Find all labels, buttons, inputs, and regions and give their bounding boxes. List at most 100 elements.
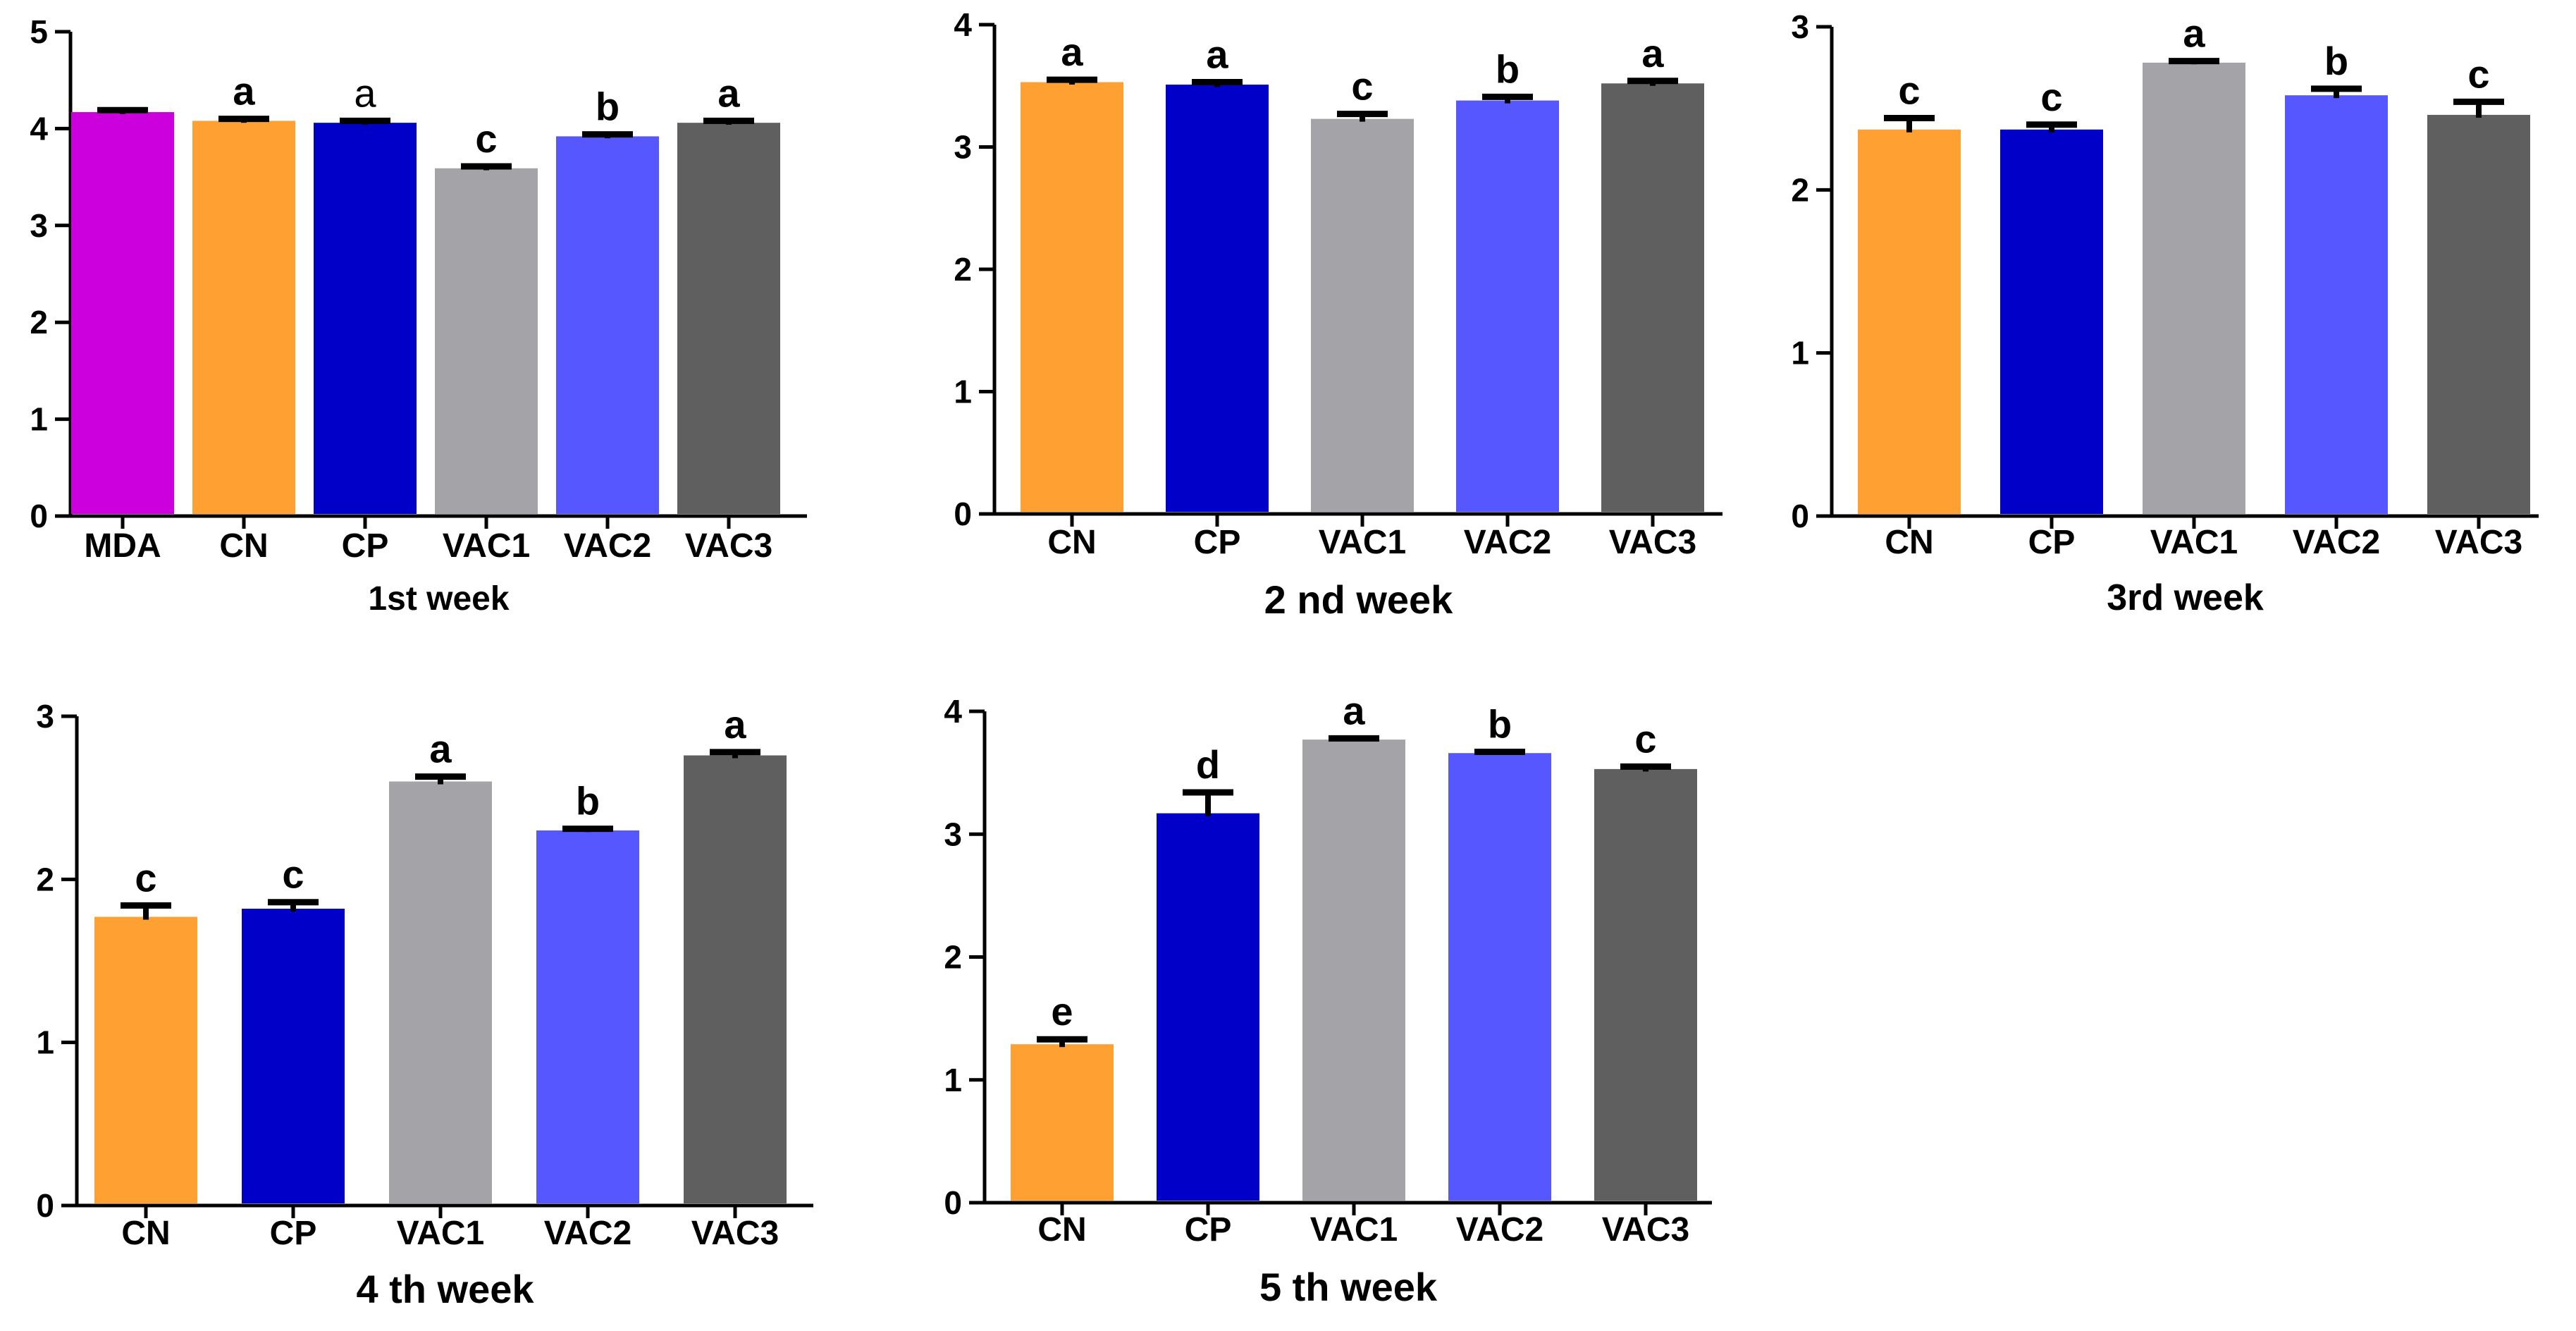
y-tick-label: 1	[1791, 335, 1809, 372]
bar-vac2	[2285, 95, 2388, 514]
bar-cp	[1157, 813, 1259, 1201]
y-tick-label: 0	[944, 1184, 962, 1221]
y-tick-label: 1	[36, 1024, 54, 1061]
y-tick-label: 0	[954, 496, 972, 532]
bar-vac2	[556, 136, 659, 515]
x-tick-label: CP	[2028, 524, 2076, 561]
x-tick-label: VAC3	[1602, 1211, 1689, 1249]
significance-letter: b	[1496, 47, 1520, 91]
x-tick-label: VAC1	[443, 527, 530, 565]
significance-letter: d	[1196, 742, 1220, 787]
x-tick-label: VAC2	[544, 1215, 631, 1252]
bar-cn	[1011, 1044, 1114, 1201]
chart-title: 5 th week	[1259, 1265, 1438, 1309]
bar-vac3	[2427, 114, 2530, 515]
x-tick-label: CN	[1047, 524, 1096, 561]
x-tick-label: VAC3	[1609, 524, 1696, 561]
y-tick-label: 3	[36, 698, 54, 735]
x-tick-label: VAC2	[2293, 524, 2380, 561]
chart-title: 4 th week	[356, 1267, 534, 1311]
bar-vac2	[536, 830, 639, 1203]
y-tick-label: 3	[954, 129, 972, 166]
y-tick-label: 3	[1791, 8, 1809, 45]
y-tick-label: 2	[1791, 171, 1809, 208]
significance-letter: c	[475, 116, 497, 161]
bar-cn	[1021, 82, 1123, 513]
chart-panel-4: 0 1 2 3 c CN c CP a VAC1 b VAC2 a VAC3 4 th week	[36, 698, 813, 1311]
x-tick-label: CP	[270, 1215, 317, 1252]
bar-vac3	[1601, 83, 1704, 512]
x-tick-label: VAC2	[1456, 1211, 1543, 1249]
bar-vac1	[1302, 740, 1405, 1201]
chart-panel-5: 0 1 2 3 4 e CN d CP a VAC1 b VAC2 c VAC3 5 th week	[944, 688, 1712, 1309]
significance-letter: a	[724, 702, 746, 747]
bar-cp	[242, 908, 345, 1203]
x-tick-label: CP	[342, 527, 389, 565]
x-tick-label: VAC3	[691, 1215, 779, 1252]
x-tick-label: CP	[1194, 524, 1241, 561]
y-tick-label: 3	[30, 207, 48, 244]
y-tick-label: 1	[954, 374, 972, 410]
y-tick-label: 0	[1791, 498, 1809, 534]
x-tick-label: VAC3	[2435, 524, 2522, 561]
x-tick-label: VAC1	[397, 1215, 484, 1252]
y-tick-label: 1	[944, 1062, 962, 1098]
chart-title: 1st week	[368, 580, 509, 618]
significance-letter: a	[1641, 31, 1664, 75]
y-tick-label: 5	[30, 13, 48, 50]
bar-vac1	[389, 781, 492, 1203]
x-tick-label: CN	[1885, 524, 1933, 561]
significance-letter: b	[2324, 39, 2348, 83]
x-tick-label: MDA	[84, 527, 161, 565]
significance-letter: c	[1634, 716, 1656, 761]
significance-letter: c	[2467, 51, 2489, 96]
significance-letter: b	[576, 779, 600, 823]
bar-cp	[1166, 85, 1269, 512]
y-tick-label: 1	[30, 401, 48, 438]
bar-vac1	[1311, 118, 1414, 513]
chart-panel-3: 0 1 2 3 c CN c CP a VAC1 b VAC2 c VAC3 3rd week	[1791, 8, 2539, 618]
bar-cn	[94, 916, 197, 1203]
significance-letter: a	[354, 70, 376, 115]
x-tick-label: CN	[1037, 1211, 1086, 1249]
significance-letter: a	[2183, 11, 2205, 56]
significance-letter: a	[1061, 30, 1083, 74]
significance-letter: e	[1051, 989, 1073, 1033]
x-tick-label: VAC3	[685, 527, 772, 565]
significance-letter: b	[1488, 702, 1512, 747]
x-tick-label: CN	[121, 1215, 170, 1252]
chart-panel-2: 0 1 2 3 4 a CN a CP c VAC1 b VAC2 a VAC3 2 nd week	[954, 6, 1723, 622]
significance-letter: c	[2040, 75, 2062, 119]
significance-letter: c	[1351, 64, 1373, 109]
chart-panel-1: 0 1 2 3 4 5 MDA a CN a CP c VAC1 b VAC2 a VAC3 1st week	[30, 13, 807, 618]
x-tick-label: CP	[1185, 1211, 1232, 1249]
bar-cn	[1858, 129, 1961, 515]
significance-letter: a	[1343, 688, 1365, 732]
y-tick-label: 2	[30, 304, 48, 341]
bar-cp	[2000, 129, 2103, 515]
y-tick-label: 4	[944, 693, 962, 730]
bar-mda	[71, 112, 174, 515]
x-tick-label: CN	[219, 527, 268, 565]
significance-letter: a	[717, 70, 740, 115]
y-tick-label: 0	[30, 498, 48, 534]
significance-letter: b	[596, 85, 620, 129]
significance-letter: c	[135, 855, 156, 900]
significance-letter: a	[233, 69, 255, 114]
bar-cp	[314, 123, 417, 514]
y-tick-label: 2	[944, 939, 962, 976]
y-tick-label: 2	[954, 251, 972, 288]
y-tick-label: 3	[944, 816, 962, 852]
chart-title: 2 nd week	[1264, 577, 1454, 622]
y-tick-label: 2	[36, 861, 54, 897]
significance-letter: c	[1898, 68, 1920, 113]
significance-letter: c	[282, 852, 304, 897]
chart-title: 3rd week	[2107, 577, 2264, 618]
x-tick-label: VAC1	[2150, 524, 2238, 561]
significance-letter: a	[1206, 32, 1228, 77]
bar-vac3	[677, 123, 780, 514]
bar-vac3	[1594, 768, 1697, 1201]
x-tick-label: VAC1	[1310, 1211, 1398, 1249]
